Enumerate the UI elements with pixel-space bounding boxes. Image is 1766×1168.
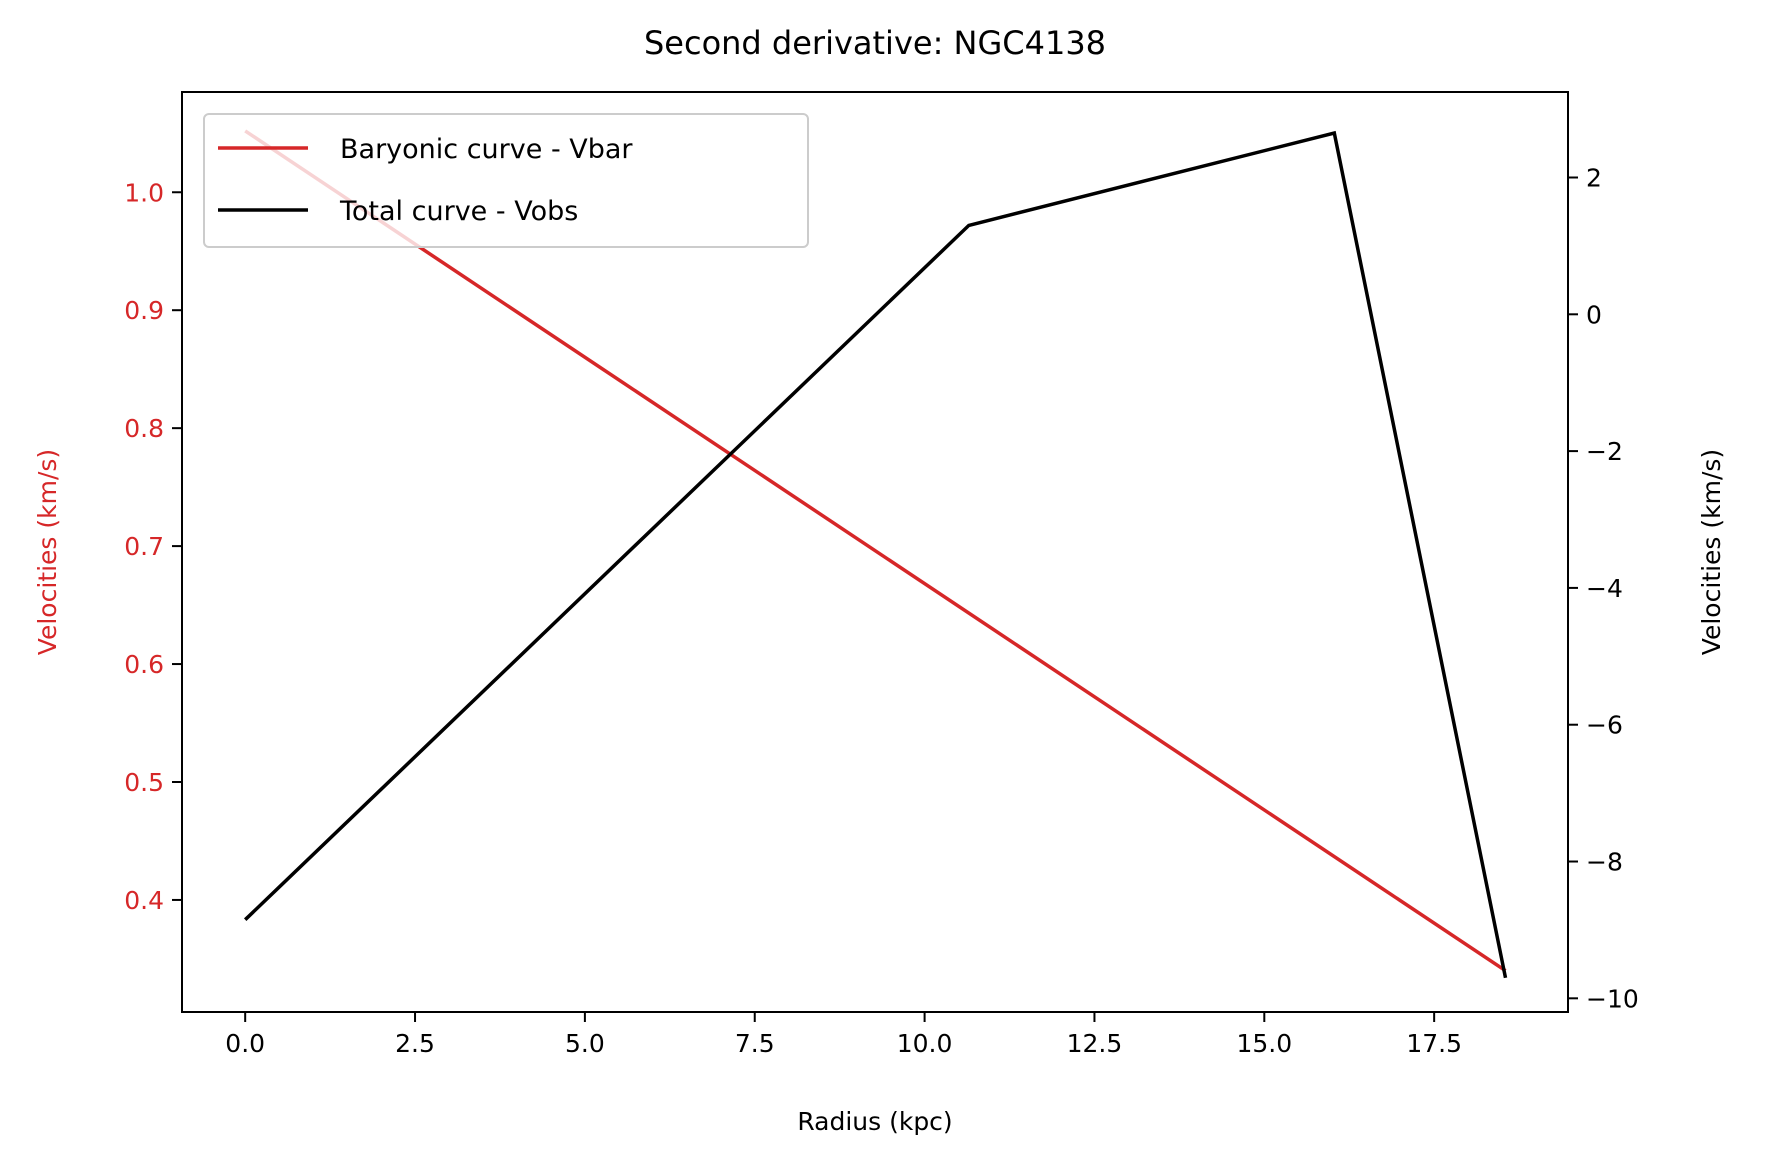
y-axis-right: −10 −8 −6 −4 −2 0 2 [1568, 164, 1639, 1013]
y-right-tick-label: 0 [1586, 300, 1602, 329]
y-right-tick-label: −8 [1586, 848, 1623, 877]
legend-label-vbar: Baryonic curve - Vbar [340, 134, 633, 165]
y-left-tick-label: 0.9 [124, 296, 164, 325]
x-tick-label: 15.0 [1236, 1029, 1292, 1058]
y-right-tick-label: −6 [1586, 711, 1623, 740]
x-tick-label: 0.0 [225, 1029, 265, 1058]
x-tick-label: 7.5 [735, 1029, 775, 1058]
y-axis-right-label: Velocities (km/s) [1697, 449, 1726, 655]
legend-box [203, 113, 809, 248]
legend-label-vobs: Total curve - Vobs [339, 196, 578, 227]
y-axis-left-label: Velocities (km/s) [33, 449, 62, 655]
legend: Baryonic curve - Vbar Total curve - Vobs [203, 113, 809, 248]
x-tick-label: 10.0 [897, 1029, 953, 1058]
x-tick-label: 5.0 [565, 1029, 605, 1058]
y-right-tick-label: 2 [1586, 164, 1602, 193]
x-axis: 0.0 2.5 5.0 7.5 10.0 12.5 15.0 17.5 [225, 1012, 1462, 1058]
y-right-tick-label: −2 [1586, 437, 1623, 466]
y-axis-left: 0.4 0.5 0.6 0.7 0.8 0.9 1.0 [124, 178, 182, 915]
chart-title: Second derivative: NGC4138 [644, 24, 1106, 62]
series-line-vobs [243, 130, 1508, 979]
y-right-tick-label: −4 [1586, 574, 1623, 603]
plot-frame [181, 91, 1569, 1013]
y-left-tick-label: 0.8 [124, 414, 164, 443]
y-left-tick-label: 0.6 [124, 650, 164, 679]
y-left-tick-label: 0.7 [124, 532, 164, 561]
y-left-tick-label: 0.5 [124, 768, 164, 797]
series-line-vbar [244, 129, 1507, 973]
x-tick-label: 2.5 [395, 1029, 435, 1058]
plot-area [243, 129, 1508, 979]
x-tick-label: 17.5 [1406, 1029, 1462, 1058]
y-left-tick-label: 0.4 [124, 886, 164, 915]
x-tick-label: 12.5 [1067, 1029, 1123, 1058]
x-axis-label: Radius (kpc) [797, 1107, 952, 1136]
y-left-tick-label: 1.0 [124, 178, 164, 207]
y-right-tick-label: −10 [1586, 984, 1639, 1013]
